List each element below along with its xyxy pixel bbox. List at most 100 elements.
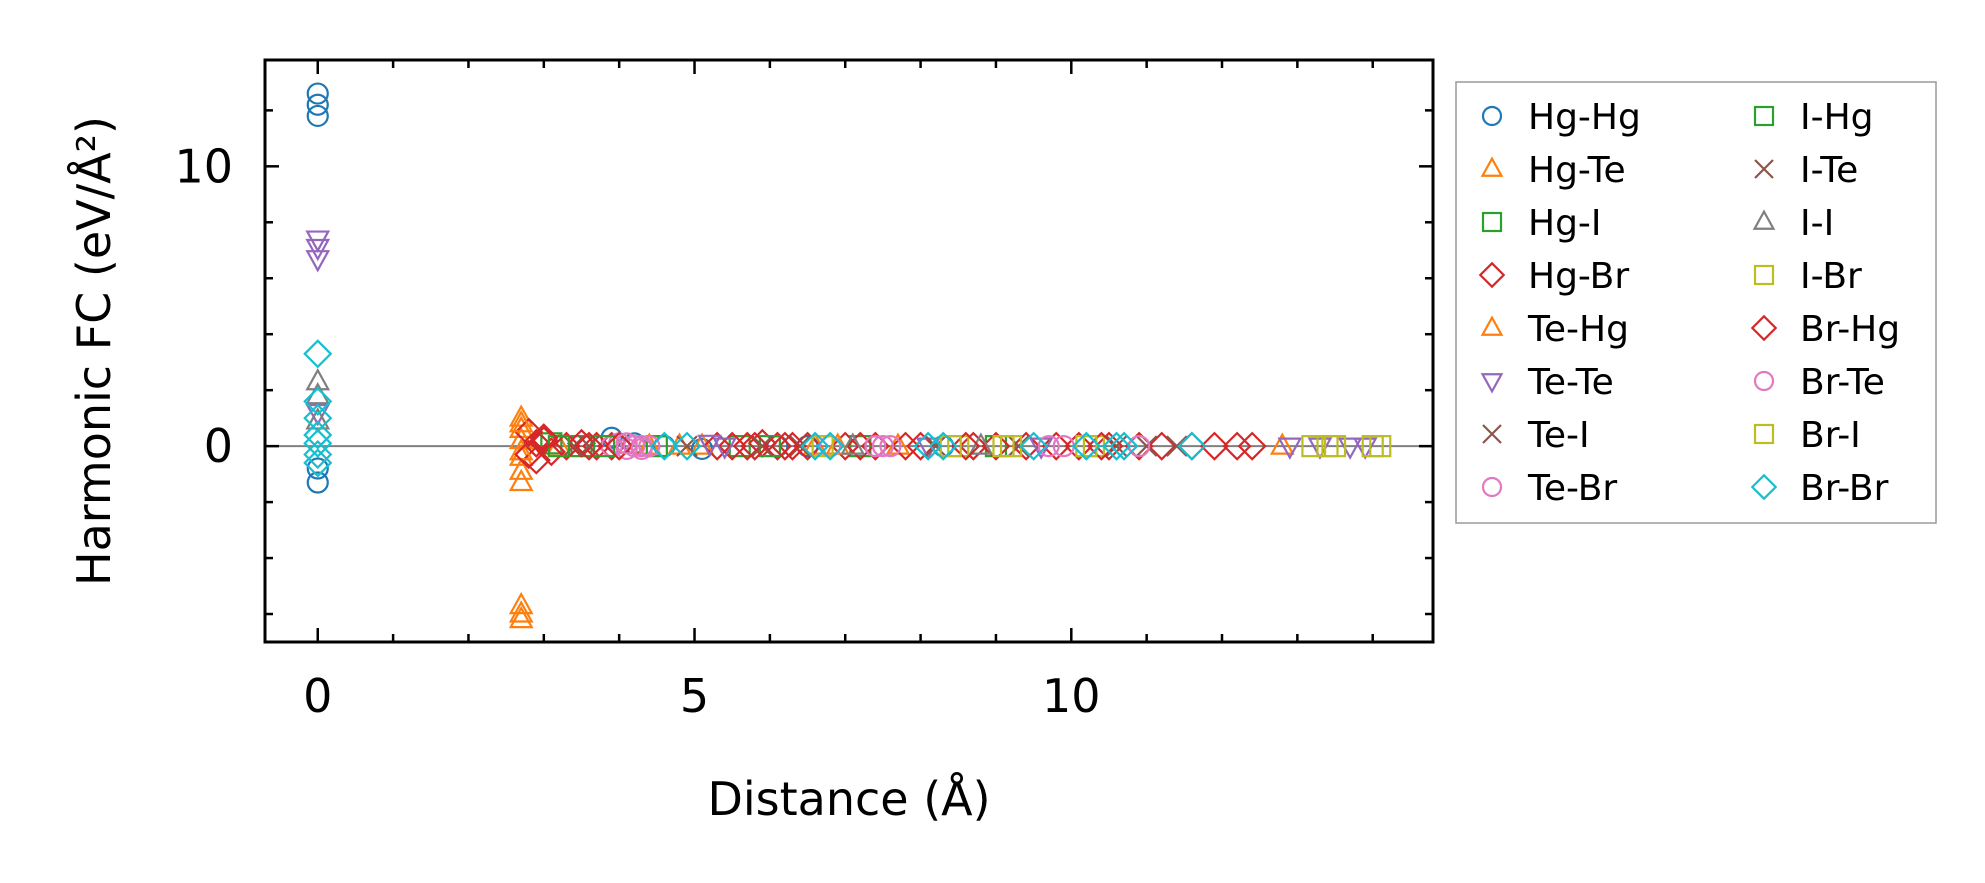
legend-item: Br-Hg	[1750, 309, 1900, 350]
data-point	[1177, 431, 1207, 461]
data-point	[1101, 431, 1132, 461]
x-tick-label: 0	[303, 669, 332, 723]
data-point	[672, 431, 702, 461]
legend-label: Br-Hg	[1800, 309, 1900, 350]
data-point	[906, 431, 936, 461]
data-point	[792, 431, 823, 461]
data-point	[508, 468, 534, 492]
legend-item: Te-I	[1482, 415, 1590, 456]
data-point	[1011, 431, 1041, 461]
legend-label: Te-Te	[1527, 362, 1614, 403]
data-point	[840, 432, 866, 455]
legend-item: Hg-Br	[1478, 256, 1629, 297]
legend-marker	[1481, 211, 1503, 233]
data-point	[1135, 435, 1158, 457]
legend-item: Br-Te	[1753, 362, 1885, 403]
data-point	[1071, 431, 1101, 461]
legend-marker	[1754, 159, 1774, 179]
data-point	[305, 230, 331, 253]
legend-marker	[1478, 261, 1506, 289]
data-point	[924, 435, 947, 457]
data-point	[800, 431, 830, 461]
legend-label: I-Br	[1800, 256, 1862, 297]
data-point	[815, 431, 845, 461]
series-br-br	[303, 339, 1207, 478]
legend-label: I-I	[1800, 203, 1834, 244]
legend-label: Hg-Br	[1528, 256, 1629, 297]
data-point	[928, 431, 958, 461]
data-point	[1199, 431, 1230, 461]
series-i-hg	[547, 435, 781, 458]
data-point	[1147, 431, 1177, 461]
data-point	[305, 407, 331, 430]
legend-marker	[1480, 373, 1504, 394]
data-point	[306, 93, 329, 116]
legend-item: Te-Hg	[1480, 309, 1629, 350]
data-point	[1277, 437, 1303, 460]
data-point	[777, 431, 808, 461]
data-point	[563, 435, 585, 457]
data-point	[1037, 435, 1060, 458]
data-point	[514, 439, 544, 470]
legend-item: Hg-Te	[1480, 150, 1626, 191]
legend: Hg-Hg Hg-Te Hg-I Hg-Br Te-Hg Te-Te Te-I Te-Br I-…	[1455, 81, 1937, 524]
legend-label: Hg-Hg	[1528, 97, 1641, 138]
data-point	[1237, 431, 1267, 461]
data-point	[732, 431, 762, 461]
legend-item: Br-I	[1753, 415, 1861, 456]
legend-label: Br-Te	[1800, 362, 1885, 403]
legend-marker	[1753, 105, 1775, 127]
data-point	[306, 104, 329, 128]
data-point	[615, 432, 638, 455]
legend-item: I-Br	[1753, 256, 1862, 297]
data-point	[879, 435, 902, 458]
data-point	[508, 457, 534, 480]
plot-frame	[263, 58, 1435, 644]
legend-marker	[1480, 315, 1504, 336]
legend-marker	[1750, 473, 1778, 501]
data-point	[305, 250, 331, 273]
data-point	[508, 409, 534, 433]
data-point	[305, 238, 331, 262]
data-point	[1109, 431, 1139, 461]
y-tick-label: 10	[174, 139, 233, 193]
data-point	[913, 431, 943, 461]
data-point	[1094, 431, 1124, 461]
data-point	[697, 434, 722, 458]
data-point	[645, 435, 668, 458]
data-point	[630, 437, 653, 461]
data-point	[770, 431, 800, 461]
data-point	[864, 435, 887, 458]
data-point	[1019, 431, 1049, 461]
data-point	[717, 431, 747, 461]
legend-item: I-Te	[1754, 150, 1858, 191]
legend-label: Br-I	[1800, 415, 1861, 456]
data-point	[1222, 431, 1252, 461]
legend-marker	[1753, 370, 1775, 392]
y-axis-label: Harmonic FC (eV/Å²)	[67, 116, 121, 586]
data-point	[529, 423, 559, 453]
data-point	[536, 437, 566, 467]
legend-label: Hg-Te	[1528, 150, 1626, 191]
data-point	[1361, 435, 1384, 458]
data-point	[811, 435, 834, 458]
legend-label: Te-Hg	[1527, 309, 1629, 350]
data-point	[303, 386, 333, 416]
legend-label: I-Te	[1800, 150, 1858, 191]
data-point	[1064, 431, 1094, 461]
data-point	[762, 431, 792, 461]
data-point	[740, 431, 770, 461]
x-tick-label: 5	[680, 669, 709, 723]
data-point	[521, 428, 551, 458]
data-point	[1323, 435, 1347, 458]
series-br-te	[615, 432, 1060, 461]
data-point	[1301, 435, 1324, 458]
data-point	[514, 417, 544, 447]
legend-marker	[1750, 314, 1778, 342]
series-br-hg	[514, 423, 1116, 470]
data-point	[845, 431, 875, 461]
data-point	[303, 428, 333, 458]
data-point	[508, 600, 534, 623]
data-point	[830, 431, 860, 461]
data-point	[582, 431, 612, 461]
